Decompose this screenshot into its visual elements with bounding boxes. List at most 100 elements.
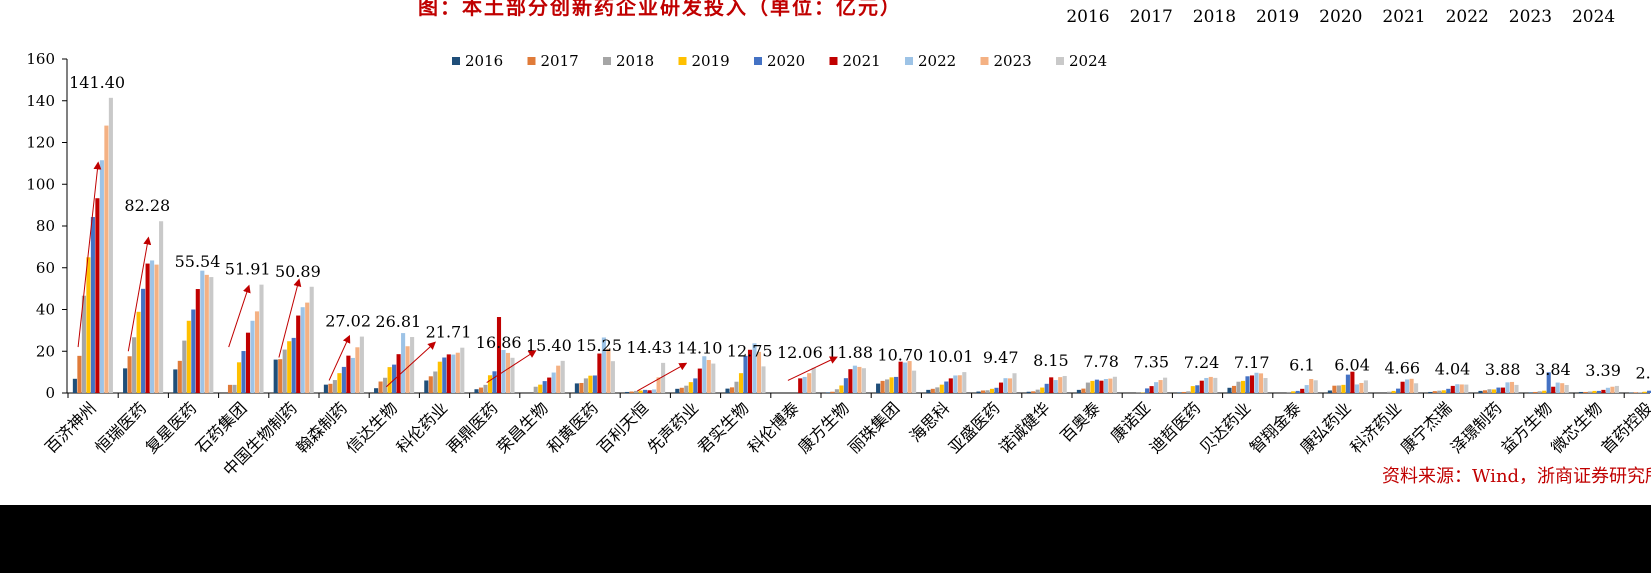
bar: [935, 387, 940, 393]
bar: [173, 369, 178, 393]
bar: [1076, 389, 1081, 393]
bar: [323, 384, 328, 393]
bar: [1633, 392, 1638, 393]
category-label: 科伦药业: [393, 398, 452, 457]
bar: [857, 366, 862, 393]
bar: [127, 356, 132, 393]
bar: [1583, 391, 1588, 393]
trend-arrow: [127, 236, 152, 352]
bar: [346, 355, 351, 393]
data-label: 12.06: [777, 343, 823, 362]
bar: [1012, 373, 1017, 393]
bar: [560, 360, 565, 393]
bar: [359, 336, 364, 393]
bar: [1405, 379, 1410, 393]
y-tick-label: 0: [45, 384, 55, 402]
bar: [985, 390, 990, 393]
bar: [483, 384, 488, 393]
bar: [77, 355, 82, 393]
bar: [1638, 392, 1643, 393]
bar: [679, 387, 684, 393]
bar: [1240, 380, 1246, 393]
bar: [337, 373, 342, 393]
legend: 2016 2017 2018 2019 2020 2021 2022 2023 2024: [452, 52, 1107, 70]
data-label: 11.88: [827, 343, 873, 362]
trend-arrow: [228, 284, 251, 348]
bar: [656, 377, 661, 393]
category-label: 微芯生物: [1547, 398, 1606, 457]
bar: [1007, 378, 1013, 393]
bar: [1345, 374, 1350, 393]
bar: [496, 317, 502, 393]
bar: [287, 341, 292, 393]
bar: [1204, 377, 1209, 393]
bar: [1391, 390, 1396, 393]
bar: [697, 368, 702, 393]
data-label: 10.70: [877, 346, 923, 365]
legend-label: 2022: [918, 52, 956, 70]
bar: [1496, 387, 1501, 393]
bar: [296, 315, 301, 393]
bar: [95, 198, 100, 393]
bar: [1359, 382, 1364, 393]
bar: [1213, 377, 1218, 393]
bar: [424, 380, 429, 393]
category-label: 智翔金泰: [1246, 398, 1305, 457]
bar: [132, 337, 137, 393]
bar: [976, 391, 981, 393]
data-label: 6.1: [1289, 355, 1314, 374]
bar: [1062, 375, 1067, 393]
bar: [861, 368, 866, 393]
bar: [278, 359, 283, 393]
bar: [752, 343, 757, 393]
bar: [1546, 372, 1551, 393]
bar: [898, 361, 903, 393]
bar: [1478, 390, 1483, 393]
bar: [1587, 391, 1592, 393]
bar: [209, 277, 214, 393]
bar: [204, 274, 209, 393]
bar: [729, 387, 735, 393]
bar: [1564, 384, 1569, 393]
category-label: 首药控股: [1597, 398, 1651, 457]
legend-label: 2016: [465, 52, 503, 70]
bar: [1505, 382, 1510, 393]
bar: [305, 302, 310, 393]
category-label: 科伦博泰: [744, 398, 803, 457]
bar: [1040, 387, 1045, 393]
data-label: 141.40: [69, 73, 125, 92]
bar: [1103, 379, 1108, 393]
bar: [583, 378, 588, 393]
bar: [830, 391, 835, 393]
bar: [756, 351, 762, 393]
bar: [588, 375, 593, 393]
bar: [574, 383, 579, 393]
bar: [944, 381, 949, 393]
bar: [601, 337, 606, 393]
data-label: 7.17: [1234, 353, 1270, 372]
bar: [1542, 390, 1547, 393]
bar: [182, 340, 187, 393]
bar: [387, 367, 392, 393]
bar: [1094, 379, 1099, 393]
bar: [186, 320, 191, 393]
bar: [136, 311, 141, 393]
bar: [1163, 377, 1168, 393]
data-label: 8.15: [1033, 351, 1069, 370]
legend-label: 2017: [541, 52, 579, 70]
bar: [688, 382, 693, 393]
bar: [1145, 388, 1150, 393]
bar: [948, 378, 953, 393]
bar: [579, 382, 584, 393]
bar: [1049, 377, 1054, 393]
category-label: 翰森制药: [292, 398, 351, 457]
bar: [1437, 390, 1442, 393]
bar: [1300, 388, 1305, 393]
bar: [1291, 391, 1296, 393]
bar: [885, 379, 890, 393]
bar: [1236, 381, 1241, 393]
bar: [433, 371, 438, 393]
category-label: 复星医药: [142, 398, 201, 457]
legend-label: 2019: [692, 52, 730, 70]
bar: [556, 365, 561, 393]
